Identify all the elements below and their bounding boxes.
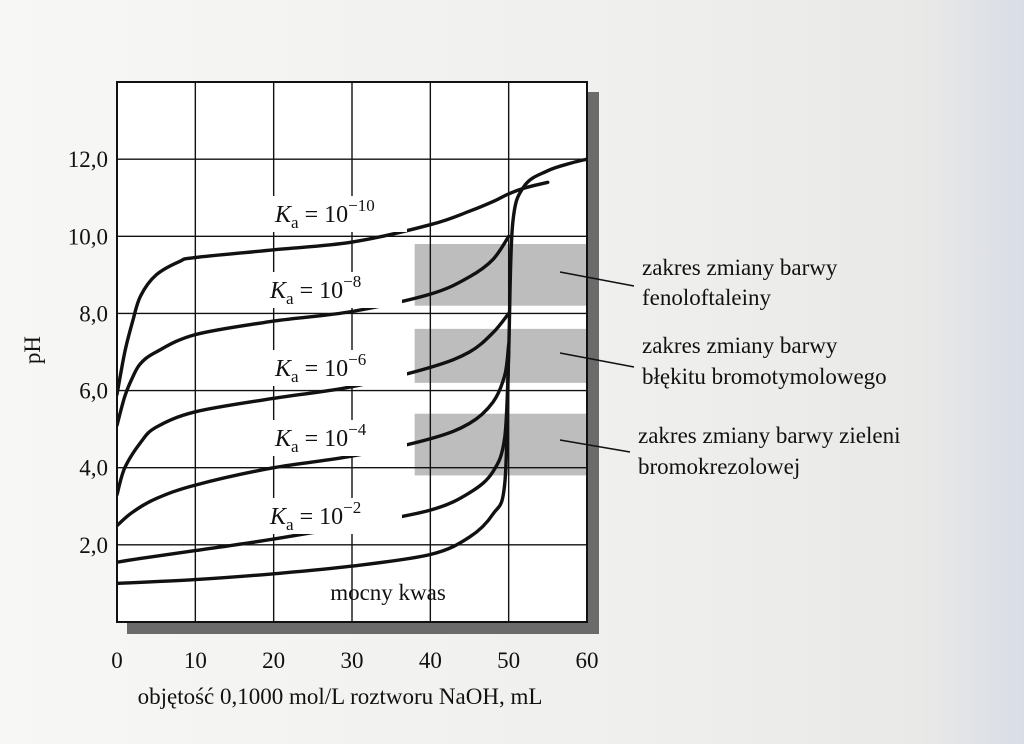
ka-label-background xyxy=(269,196,407,232)
band-label-line1: zakres zmiany barwy zieleni xyxy=(638,423,900,448)
x-tick-label: 30 xyxy=(341,648,364,673)
curve-ka-3 xyxy=(117,311,511,497)
ka-label: Ka = 10−6 xyxy=(274,350,366,386)
ka-label-background xyxy=(269,350,407,386)
x-tick-label: 10 xyxy=(184,648,207,673)
y-tick-label: 4,0 xyxy=(79,456,108,481)
indicator-band-1 xyxy=(414,244,587,306)
ka-label-background xyxy=(264,272,402,308)
band-leader-line xyxy=(559,352,635,368)
indicator-band-2 xyxy=(414,328,587,383)
x-tick-label: 40 xyxy=(419,648,442,673)
y-axis-label: pH xyxy=(20,336,45,364)
y-tick-label: 6,0 xyxy=(79,379,108,404)
band-label-line2: błękitu bromotymolowego xyxy=(642,364,887,389)
band-label-line2: bromokrezolowej xyxy=(638,454,800,479)
x-tick-label: 0 xyxy=(111,648,123,673)
band-label-line2: fenoloftaleiny xyxy=(642,285,772,310)
band-leader-line xyxy=(559,439,631,453)
curve-ka-5 xyxy=(117,180,550,397)
strong-acid-label: mocny kwas xyxy=(330,580,446,605)
x-axis-label: objętość 0,1000 mol/L roztworu NaOH, mL xyxy=(138,684,543,709)
band-label-line1: zakres zmiany barwy xyxy=(642,255,838,280)
ka-label-background xyxy=(264,498,402,534)
y-tick-label: 8,0 xyxy=(79,301,108,326)
ka-label-background xyxy=(269,420,407,456)
x-tick-label: 20 xyxy=(262,648,285,673)
x-tick-label: 60 xyxy=(576,648,599,673)
curve-ka-2 xyxy=(117,342,511,528)
indicator-band-3 xyxy=(414,413,587,476)
band-label-line1: zakres zmiany barwy xyxy=(642,333,838,358)
ka-label: Ka = 10−2 xyxy=(269,498,361,534)
y-tick-label: 10,0 xyxy=(68,224,108,249)
curve-strong-acid xyxy=(117,157,587,586)
ka-label: Ka = 10−8 xyxy=(269,272,361,308)
y-tick-label: 12,0 xyxy=(68,147,108,172)
ka-label: Ka = 10−10 xyxy=(274,196,375,232)
y-tick-label: 2,0 xyxy=(79,533,108,558)
ka-label: Ka = 10−4 xyxy=(274,420,367,456)
plot-frame xyxy=(116,81,588,623)
curve-ka-4 xyxy=(117,234,511,427)
x-tick-label: 50 xyxy=(497,648,520,673)
band-leader-line xyxy=(559,271,635,287)
